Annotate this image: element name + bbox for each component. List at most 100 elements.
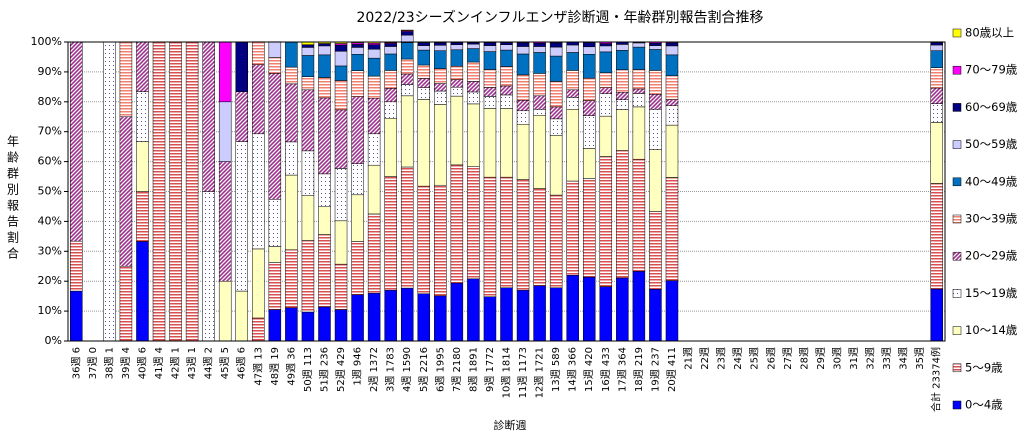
bar-segment	[483, 42, 497, 46]
bar-segment	[450, 42, 464, 45]
x-tick-label: 25週	[749, 347, 761, 370]
bar-segment	[649, 49, 662, 71]
legend-label: 30〜39歳	[965, 212, 1018, 226]
legend-label: 0〜4歳	[965, 398, 1003, 412]
bar-segment	[268, 41, 282, 58]
bar-segment	[301, 55, 315, 77]
bar-segment	[930, 42, 943, 46]
bar-segment	[400, 95, 414, 168]
bar-segment	[252, 248, 265, 319]
bar-segment	[549, 46, 563, 57]
bar-segment	[417, 45, 431, 51]
y-tick-label: 100%	[31, 35, 62, 48]
bar-segment	[136, 41, 149, 92]
bar-segment	[500, 44, 513, 51]
chart-title: 2022/23シーズンインフルエンザ診断週・年齢群別報告割合推移	[356, 9, 763, 26]
bar-segment	[599, 115, 613, 157]
bar-segment	[400, 73, 414, 85]
bar-segment	[483, 176, 497, 297]
bar-segment	[616, 69, 629, 93]
x-tick-label: 38週 1	[103, 347, 115, 379]
bar-segment	[334, 220, 348, 265]
bar-segment	[467, 48, 480, 63]
bar-segment	[185, 41, 199, 342]
bar-segment	[136, 241, 149, 342]
bar-segment	[285, 174, 298, 251]
bar-segment	[351, 70, 364, 97]
bar-segment	[400, 31, 414, 36]
bar-segment	[235, 91, 248, 142]
bar-segment	[351, 163, 364, 196]
bar-segment	[616, 150, 629, 279]
x-tick-label: 42週 1	[170, 347, 182, 379]
bar-segment	[649, 149, 662, 212]
legend-swatch	[952, 140, 962, 149]
bar-segment	[616, 91, 629, 100]
bar-segment	[549, 287, 563, 342]
x-tick-label: 10週 1814	[501, 347, 513, 398]
bar-segment	[616, 109, 629, 151]
x-tick-label: 19週 237	[649, 347, 661, 392]
x-tick-label: 17週 364	[616, 347, 628, 392]
x-tick-label: 44週 2	[203, 347, 215, 379]
bar-segment	[434, 104, 447, 186]
bar-segment	[930, 103, 943, 123]
bar-segment	[301, 240, 315, 313]
bar-segment	[318, 206, 331, 235]
x-tick-label: 23週	[716, 347, 728, 370]
bar-segment	[599, 51, 613, 74]
bar-segment	[582, 148, 596, 179]
x-tick-label: 1週 946	[352, 347, 364, 386]
bar-segment	[483, 108, 497, 178]
bar-segment	[285, 66, 298, 85]
bar-segment	[367, 44, 381, 50]
y-tick-label: 20%	[38, 274, 62, 287]
bar-segment	[500, 287, 513, 342]
bar-segment	[632, 158, 646, 272]
bar-segment	[665, 42, 679, 47]
bar-segment	[665, 75, 679, 100]
bar-segment	[467, 61, 480, 82]
bar-segment	[516, 123, 530, 180]
bar-segment	[252, 41, 265, 65]
x-tick-label: 13週 589	[550, 347, 562, 392]
x-tick-label: 34週	[898, 347, 910, 370]
bar-segment	[599, 45, 613, 53]
bar-segment	[516, 42, 530, 47]
x-tick-label: 11週 1173	[517, 347, 529, 398]
bar-segment	[616, 99, 629, 110]
bar-segment	[467, 103, 480, 167]
bar-segment	[549, 118, 563, 136]
bar-segment	[516, 53, 530, 76]
bar-segment	[549, 81, 563, 108]
legend-swatch	[952, 400, 962, 410]
bar-segment	[417, 185, 431, 295]
bar-segment	[632, 106, 646, 160]
bar-segment	[268, 246, 282, 263]
legend-label: 50〜59歳	[965, 137, 1018, 151]
bar-segment	[301, 47, 315, 56]
bar-segment	[533, 115, 546, 189]
bar-segment	[533, 42, 546, 47]
bar-segment	[434, 45, 447, 51]
bar-segment	[483, 51, 497, 70]
bar-segment	[649, 45, 662, 50]
x-tick-label: 31週	[848, 347, 860, 370]
bar-segment	[417, 78, 431, 88]
y-tick-label: 30%	[38, 244, 62, 257]
legend-swatch	[952, 326, 962, 335]
bar-segment	[268, 309, 282, 342]
bar-segment	[582, 115, 596, 149]
bar-segment	[318, 43, 331, 47]
bar-segment	[582, 178, 596, 278]
y-axis-title: 年齢群別報告割合	[6, 135, 20, 263]
bar-segment	[136, 91, 149, 142]
bar-segment	[632, 271, 646, 342]
bar-segment	[632, 93, 646, 108]
y-tick-label: 90%	[38, 65, 62, 78]
bar-segment	[500, 66, 513, 87]
bar-segment	[218, 101, 232, 162]
x-tick-label: 26週	[765, 347, 777, 370]
bar-segment	[301, 311, 315, 342]
bar-segment	[367, 164, 381, 215]
